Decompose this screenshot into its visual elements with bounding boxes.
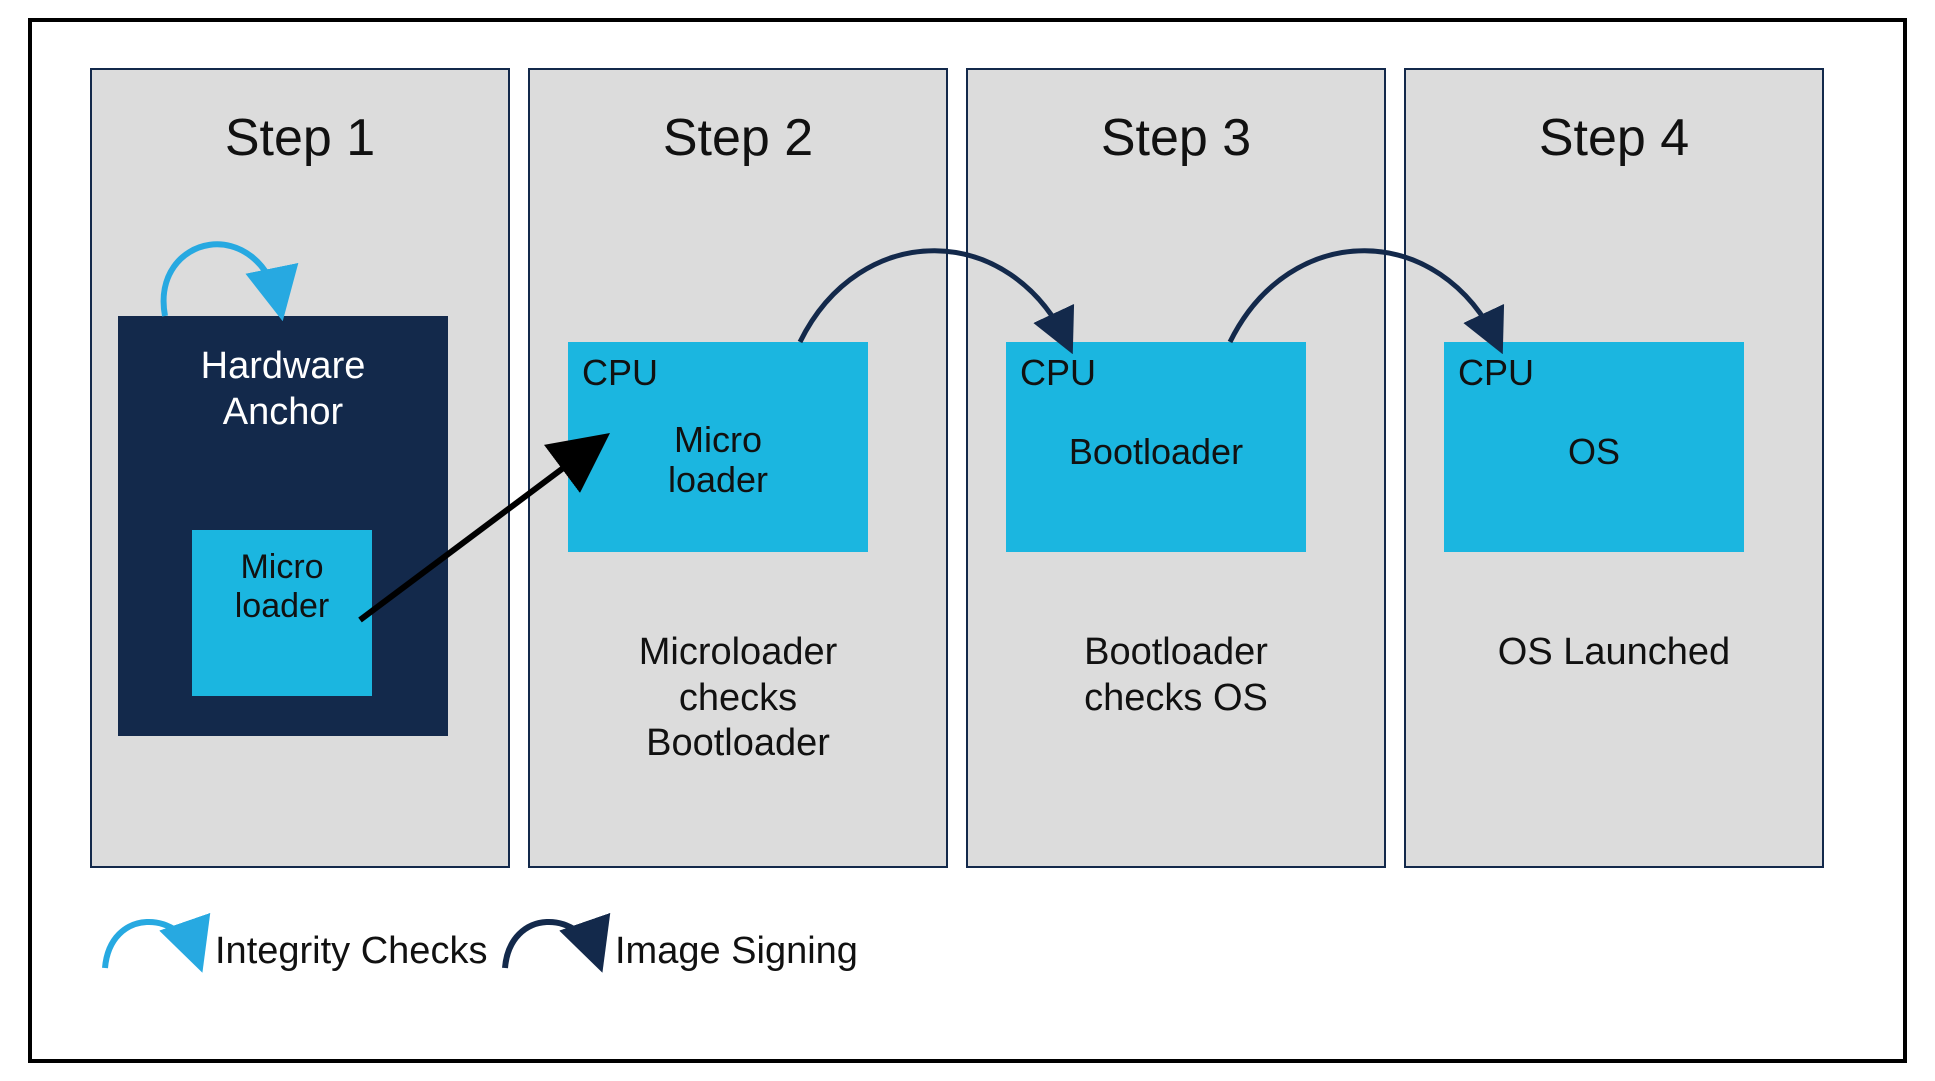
- hw-anchor-line2: Anchor: [223, 391, 343, 433]
- s2-c1: Microloader: [639, 631, 838, 673]
- s4-sub1: OS: [1568, 431, 1620, 472]
- step2-cpu-label: CPU: [582, 352, 658, 394]
- step4-cpu-sub: OS: [1444, 432, 1744, 472]
- step2-caption: Microloader checks Bootloader: [530, 630, 946, 767]
- step1-title: Step 1: [92, 108, 508, 168]
- diagram-canvas: Step 1 Hardware Anchor Micro loader Step…: [0, 0, 1935, 1081]
- step2-cpu-sub: Micro loader: [568, 420, 868, 501]
- s2-c2: checks: [679, 677, 797, 719]
- step4-cpu-label: CPU: [1458, 352, 1534, 394]
- s4-c1: OS Launched: [1498, 631, 1730, 673]
- s3-sub1: Bootloader: [1069, 431, 1243, 472]
- step3-cpu-label: CPU: [1020, 352, 1096, 394]
- inner-microloader-box: Micro loader: [192, 530, 372, 696]
- micro-l2: loader: [235, 587, 330, 625]
- s3-c1: Bootloader: [1084, 631, 1268, 673]
- hw-anchor-line1: Hardware: [201, 345, 366, 387]
- step3-caption: Bootloader checks OS: [968, 630, 1384, 721]
- hardware-anchor-label: Hardware Anchor: [118, 344, 448, 435]
- legend-signing-label: Image Signing: [615, 930, 858, 973]
- legend-integrity-label: Integrity Checks: [215, 930, 487, 973]
- s2-sub2: loader: [668, 459, 768, 500]
- step2-cpu-box: CPU Micro loader: [568, 342, 868, 552]
- s2-sub1: Micro: [674, 419, 762, 460]
- step2-title: Step 2: [530, 108, 946, 168]
- step3-cpu-box: CPU Bootloader: [1006, 342, 1306, 552]
- micro-l1: Micro: [240, 548, 323, 586]
- s3-c2: checks OS: [1084, 677, 1268, 719]
- step4-title: Step 4: [1406, 108, 1822, 168]
- step4-cpu-box: CPU OS: [1444, 342, 1744, 552]
- step3-title: Step 3: [968, 108, 1384, 168]
- step4-caption: OS Launched: [1406, 630, 1822, 676]
- step3-cpu-sub: Bootloader: [1006, 432, 1306, 472]
- s2-c3: Bootloader: [646, 722, 830, 764]
- inner-microloader-label: Micro loader: [192, 530, 372, 626]
